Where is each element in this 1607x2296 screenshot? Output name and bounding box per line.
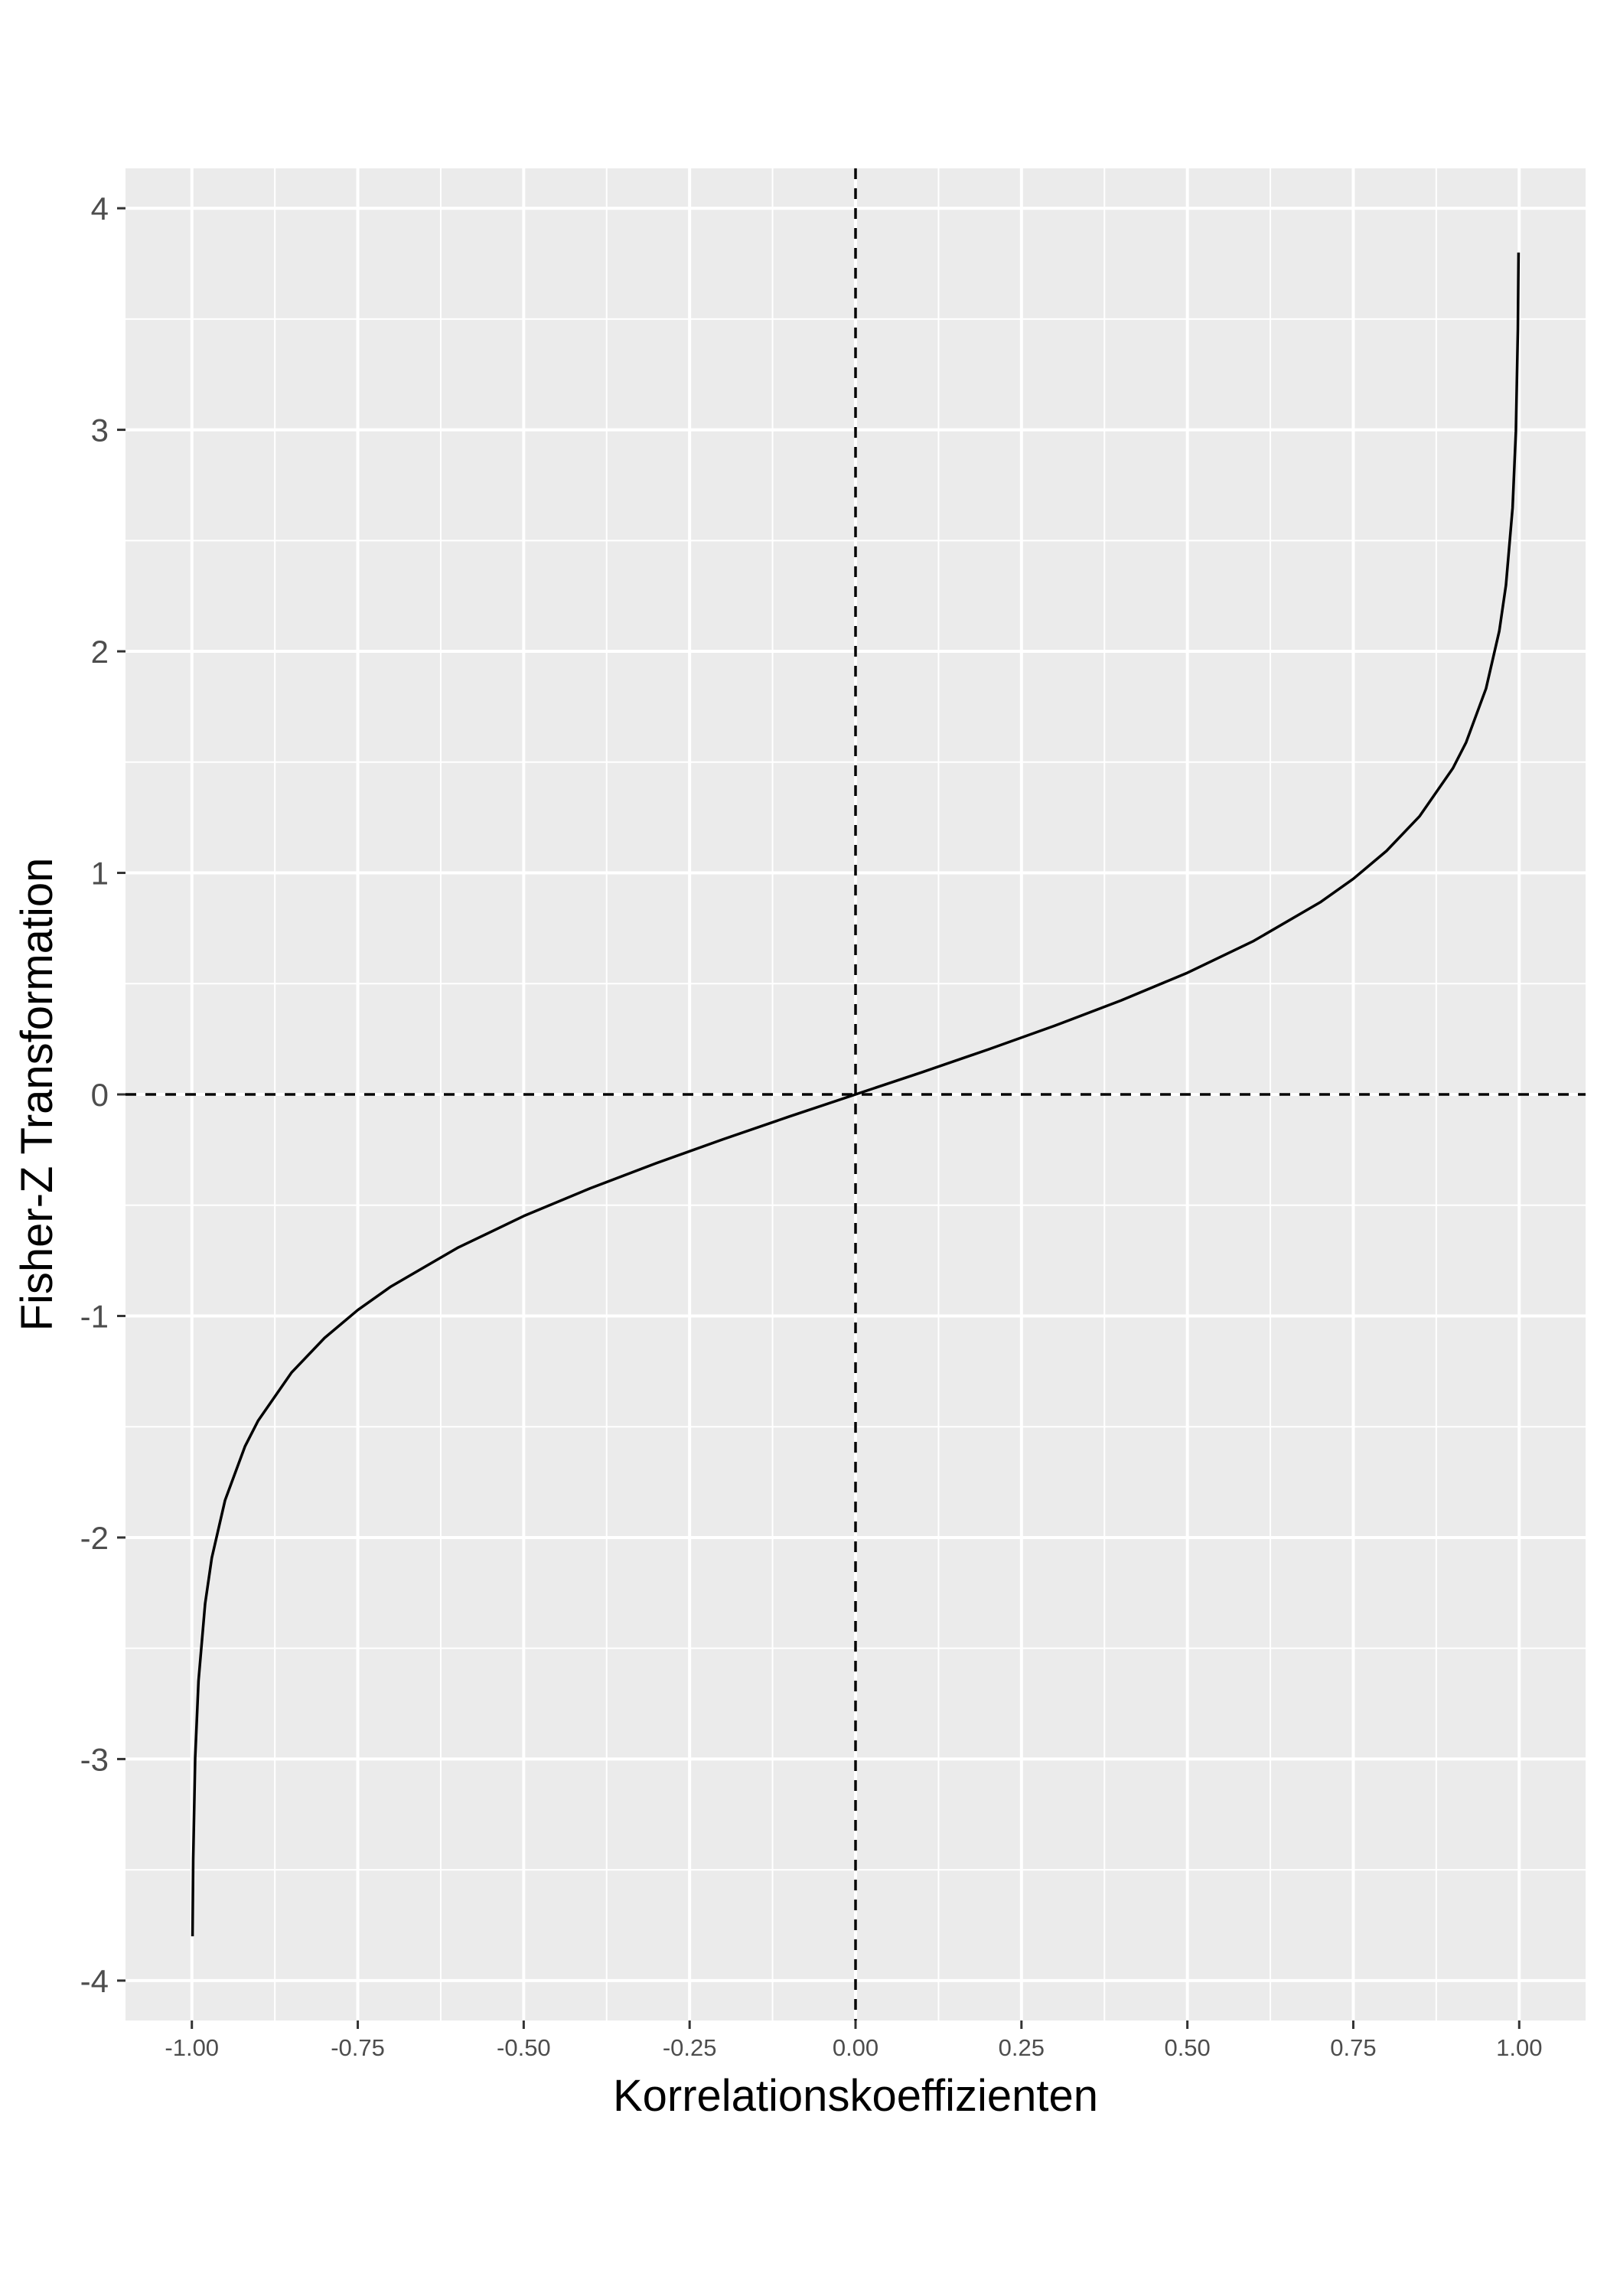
y-tick-label: -1 xyxy=(80,1298,109,1334)
fisher-z-curve xyxy=(191,252,1521,1937)
series-layer xyxy=(191,252,1521,1937)
axis-ticks xyxy=(117,207,1521,2029)
y-tick-label: 4 xyxy=(91,191,109,227)
y-tick-label: -3 xyxy=(80,1741,109,1777)
x-axis-title: Korrelationskoeffizienten xyxy=(613,2071,1098,2121)
y-tick-label: 0 xyxy=(91,1077,109,1113)
x-tick-label: 0.25 xyxy=(999,2034,1045,2061)
x-tick-label: 0.50 xyxy=(1164,2034,1210,2061)
x-tick-label: 1.00 xyxy=(1496,2034,1542,2061)
y-tick-label: -4 xyxy=(80,1963,109,1999)
x-tick-label: -0.50 xyxy=(497,2034,551,2061)
y-tick-labels: -4 -3 -2 -1 0 1 2 3 4 xyxy=(80,191,109,1999)
y-tick-label: 2 xyxy=(91,634,109,670)
x-tick-label: 0.00 xyxy=(833,2034,878,2061)
x-tick-label: -1.00 xyxy=(165,2034,219,2061)
y-axis-title: Fisher-Z Transformation xyxy=(12,858,62,1332)
x-tick-label: 0.75 xyxy=(1330,2034,1376,2061)
y-tick-label: 3 xyxy=(91,413,109,448)
x-tick-label: -0.75 xyxy=(331,2034,385,2061)
y-tick-label: 1 xyxy=(91,856,109,892)
x-tick-label: -0.25 xyxy=(663,2034,717,2061)
y-tick-label: -2 xyxy=(80,1520,109,1556)
x-tick-labels: -1.00 -0.75 -0.50 -0.25 0.00 0.25 0.50 0.75 1.00 xyxy=(165,2034,1542,2061)
